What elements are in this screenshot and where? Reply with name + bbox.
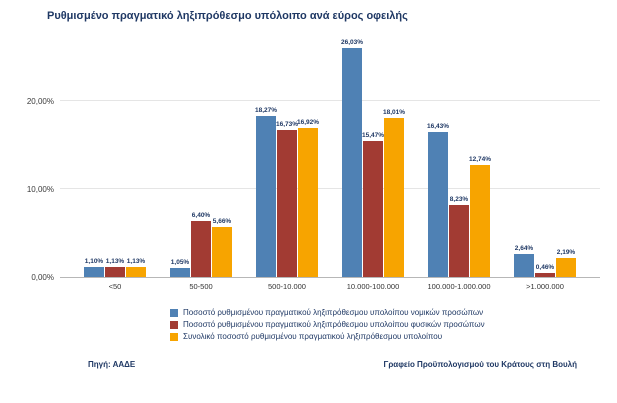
gridline [60,187,600,189]
bar-group: 16,43% 8,23% 12,74% [427,123,491,277]
legend-item: Ποσοστό ρυθμισμένου πραγματικού ληξιπρόθ… [170,320,485,329]
bar-group: 1,05% 6,40% 5,66% [170,212,232,277]
bar: 1,05% [170,259,190,277]
bar-value-label: 15,47% [361,131,385,139]
plot-wrap: 1,10% 1,13% 1,13% 1,05% 6,40% 5,66% 18,27% 16,7… [60,39,600,291]
x-tick-text: 10.000-100.000 [346,282,400,291]
legend-item: Ποσοστό ρυθμισμένου πραγματικού ληξιπρόθ… [170,308,485,317]
legend-label: Συνολικό ποσοστό ρυθμισμένου πραγματικού… [183,332,443,341]
x-axis: <50 50-500 500-10.000 10.000-100.000 100.000… [60,282,600,291]
y-tick-label: 20,00% [26,96,54,106]
bar-value-label: 16,43% [426,123,450,131]
bar-value-label: 12,74% [468,155,492,163]
bar: 16,73% [276,121,298,277]
gridline [60,99,600,101]
x-tick-label: >1.000.000 [514,282,576,291]
legend-swatch-icon [170,320,178,329]
bar: 5,66% [212,218,232,277]
bar: 26,03% [341,39,363,277]
x-tick-text: 100.000-1.000.000 [427,282,491,291]
legend-label: Ποσοστό ρυθμισμένου πραγματικού ληξιπρόθ… [183,308,484,317]
bar-value-label: 5,66% [212,218,232,226]
bar: 18,01% [383,109,405,277]
bar: 16,43% [427,123,449,277]
legend-item: Συνολικό ποσοστό ρυθμισμένου πραγματικού… [170,332,485,341]
bar: 18,27% [255,107,277,277]
bar-value-label: 6,40% [191,211,211,219]
bar-value-label: 1,05% [170,258,190,266]
bar-value-label: 18,01% [382,109,406,117]
bar: 1,13% [105,258,125,277]
bar: 1,10% [84,258,104,277]
chart: 0,00% 10,00% 20,00% 1,10% 1,13% 1,13% 1,05% 6,… [10,39,600,291]
bar: 15,47% [362,132,384,277]
x-tick-label: 10.000-100.000 [342,282,404,291]
plot-area: 1,10% 1,13% 1,13% 1,05% 6,40% 5,66% 18,27% 16,7… [60,39,600,278]
y-axis: 0,00% 10,00% 20,00% [10,40,60,282]
x-tick-label: 100.000-1.000.000 [427,282,491,291]
bar-value-label: 26,03% [340,38,364,46]
x-tick-label: <50 [84,282,146,291]
legend: Ποσοστό ρυθμισμένου πραγματικού ληξιπρόθ… [170,308,485,341]
y-tick-label: 10,00% [26,184,54,194]
bar-value-label: 0,46% [535,263,555,271]
x-tick-text: <50 [108,282,122,291]
x-tick-text: >1.000.000 [526,282,564,291]
bar-group: 2,64% 0,46% 2,19% [514,245,576,277]
legend-label: Ποσοστό ρυθμισμένου πραγματικού ληξιπρόθ… [183,320,485,329]
x-tick-label: 500-10.000 [256,282,318,291]
bar: 8,23% [449,196,469,277]
x-tick-text: 500-10.000 [268,282,306,291]
bar-value-label: 1,13% [105,258,125,265]
bar-value-label: 8,23% [449,195,469,203]
bar: 16,92% [297,119,319,277]
bar-group: 18,27% 16,73% 16,92% [255,107,319,277]
bar: 2,19% [556,249,576,277]
source-label: Πηγή: ΑΑΔΕ [88,360,136,369]
bar-value-label: 16,92% [296,118,320,126]
bar-value-label: 2,64% [514,244,534,252]
legend-swatch-icon [170,308,178,317]
bar: 12,74% [469,156,491,277]
footer: Πηγή: ΑΑΔΕ Γραφείο Προϋπολογισμού του Κρ… [88,360,577,369]
bar: 6,40% [191,212,211,277]
bar: 1,13% [126,258,146,277]
bar-value-label: 2,19% [556,248,576,256]
x-tick-label: 50-500 [170,282,232,291]
chart-title: Ρυθμισμένο πραγματικό ληξιπρόθεσμο υπόλο… [47,10,408,22]
bar: 0,46% [535,264,555,277]
bar: 2,64% [514,245,534,277]
bar-group: 1,10% 1,13% 1,13% [84,258,146,277]
bar-value-label: 18,27% [254,107,278,114]
y-tick-label: 0,00% [31,273,54,282]
bar-value-label: 1,10% [84,258,104,266]
bar-value-label: 1,13% [126,258,146,265]
bar-group: 26,03% 15,47% 18,01% [341,39,405,277]
legend-swatch-icon [170,332,178,341]
credit-label: Γραφείο Προϋπολογισμού του Κράτους στη Β… [383,360,577,369]
x-tick-text: 50-500 [189,282,213,291]
bar-value-label: 16,73% [275,120,299,128]
